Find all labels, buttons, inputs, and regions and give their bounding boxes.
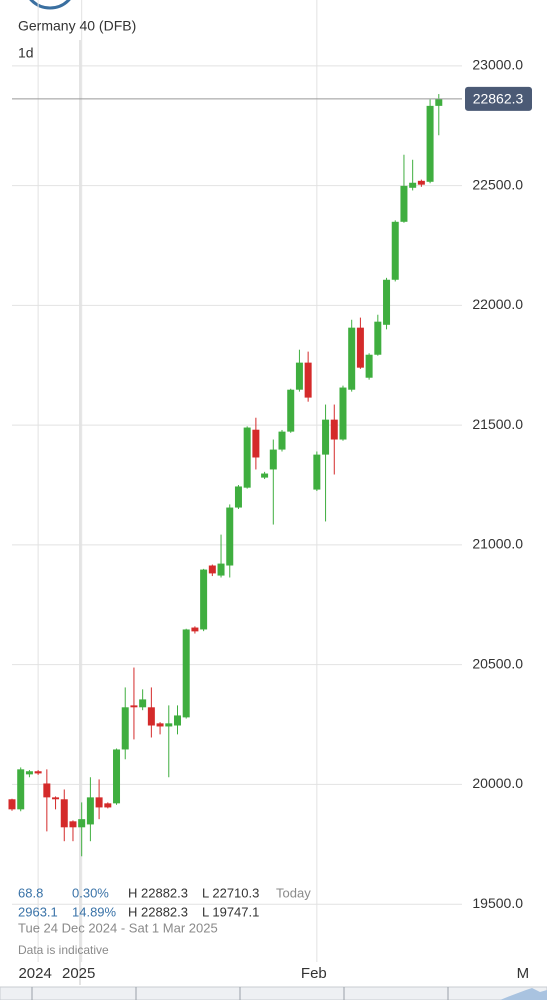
period: Today: [276, 885, 311, 900]
candle-body: [400, 185, 408, 222]
candle-body: [139, 699, 147, 708]
low: L 22710.3: [202, 885, 259, 900]
candle-body: [34, 771, 42, 774]
scroll-track[interactable]: [0, 986, 547, 1000]
x-tick-label: 2025: [62, 965, 95, 982]
candle-body: [95, 797, 103, 808]
candle-body: [365, 354, 373, 378]
candle-body: [182, 629, 190, 718]
y-tick-label: 19500.0: [472, 895, 523, 911]
candle-body: [86, 797, 94, 825]
y-tick-label: 22000.0: [472, 296, 523, 312]
candle-body: [173, 715, 181, 726]
candle-body: [104, 803, 112, 808]
candle-body: [156, 723, 164, 727]
candle-body: [261, 473, 269, 478]
candle-body: [391, 221, 399, 280]
candle-body: [348, 327, 356, 390]
candle-body: [60, 799, 68, 828]
range-high: H 22882.3: [128, 904, 188, 919]
range-change-points: 2963.1: [18, 904, 58, 919]
change-percent: 0.30%: [72, 885, 109, 900]
x-tick-label: M: [517, 965, 530, 982]
note: Data is indicative: [18, 943, 109, 957]
candle-body: [322, 419, 330, 455]
candle-body: [121, 707, 129, 750]
plot: 19500.0 20000.0 20500.0 21000.0 21500.0 22000…: [8, 0, 532, 982]
last-price-label: 22862.3: [473, 91, 524, 107]
candle-body: [374, 321, 382, 355]
y-tick-label: 21500.0: [472, 416, 523, 432]
candle-body: [252, 429, 260, 458]
last-price-tag: [465, 86, 532, 111]
candle-body: [69, 821, 77, 828]
candle-body: [287, 389, 295, 432]
candle-body: [278, 431, 286, 450]
candle-body: [339, 387, 347, 440]
minimap: [500, 988, 547, 1000]
chart-title: Germany 40 (DFB): [18, 18, 136, 34]
date-range: Tue 24 Dec 2024 - Sat 1 Mar 2025: [18, 920, 218, 935]
candle-body: [269, 449, 277, 470]
range-low: L 19747.1: [202, 904, 259, 919]
candle-body: [8, 799, 16, 810]
candle-body: [78, 819, 86, 828]
y-tick-label: 23000.0: [472, 57, 523, 73]
candle-body: [147, 707, 155, 726]
x-tick-label: Feb: [301, 965, 327, 982]
candle-body: [313, 454, 321, 490]
candle-body: [295, 362, 303, 390]
y-tick-label: 20500.0: [472, 655, 523, 671]
candle-body: [356, 327, 364, 368]
candle-body: [52, 797, 60, 800]
candle-body: [200, 569, 208, 630]
candle-body: [426, 105, 434, 182]
candle-body: [435, 98, 443, 106]
candle-body: [234, 486, 242, 508]
x-tick-label: 2024: [18, 965, 51, 982]
y-tick-label: 22500.0: [472, 176, 523, 192]
candle-body: [417, 180, 425, 185]
y-tick-label: 21000.0: [472, 536, 523, 552]
candle-body: [191, 627, 199, 632]
candle-body: [165, 723, 173, 727]
candle-body: [304, 362, 312, 398]
candle-body: [130, 705, 138, 708]
candle-body: [17, 769, 25, 810]
scrollbar[interactable]: [0, 986, 547, 1000]
candle-body: [25, 771, 33, 775]
candle-body: [226, 507, 234, 566]
interval: 1d: [18, 45, 34, 61]
candle-body: [43, 783, 51, 798]
candle-body: [113, 749, 121, 804]
y-tick-label: 20000.0: [472, 775, 523, 791]
range-change-percent: 14.89%: [72, 904, 117, 919]
high: H 22882.3: [128, 885, 188, 900]
candle-body: [409, 182, 417, 188]
candle-body: [243, 427, 251, 488]
candle-body: [330, 419, 338, 440]
change-points: 68.8: [18, 885, 43, 900]
candle-body: [383, 279, 391, 325]
candle-body: [208, 565, 216, 574]
candle-body: [217, 563, 225, 576]
logo: [29, 0, 71, 10]
